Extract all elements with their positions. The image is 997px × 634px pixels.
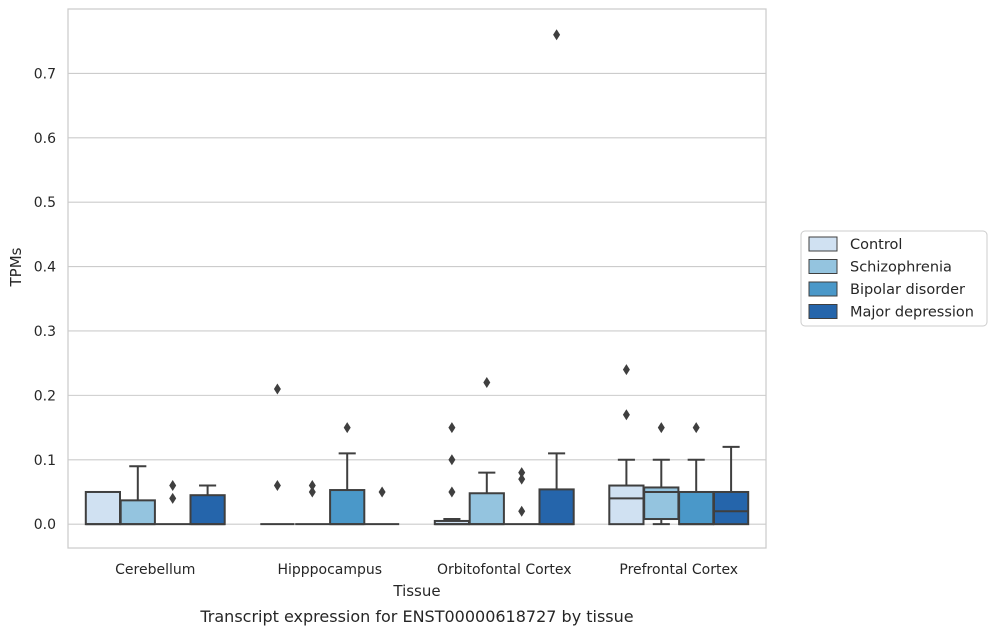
chart-caption: Transcript expression for ENST0000061872… [199, 607, 633, 626]
x-tick-label: Cerebellum [115, 562, 195, 578]
outlier-point [308, 486, 316, 498]
outlier-point [169, 480, 177, 492]
outlier-point [448, 422, 456, 434]
legend-entry: Bipolar disorder [850, 282, 965, 298]
plot-area-frame [67, 8, 767, 549]
legend-swatch [808, 281, 838, 297]
x-axis-label: Tissue [392, 582, 440, 600]
box-body [712, 490, 750, 526]
box [364, 486, 400, 526]
box [329, 422, 366, 526]
box-body [119, 499, 156, 526]
legend-swatch [808, 236, 838, 252]
y-tick-label: 0.4 [34, 260, 56, 276]
outlier-point [273, 383, 281, 395]
legend-frame [800, 230, 988, 327]
box-body [678, 490, 715, 526]
y-tick-label: 0.3 [34, 324, 56, 340]
y-tick-label: 0.7 [34, 66, 56, 82]
legend-entry: Major depression [850, 305, 974, 321]
box [119, 465, 156, 526]
box [433, 422, 471, 526]
outlier-point [518, 505, 526, 517]
outlier-point [448, 454, 456, 466]
x-tick-label: Orbitofontal Cortex [437, 562, 572, 578]
y-tick-label: 0.2 [34, 388, 56, 404]
outlier-point [622, 409, 630, 421]
legend-swatch [808, 259, 838, 274]
outlier-point [169, 492, 177, 504]
box-body [608, 484, 645, 526]
legend-entry: Schizophrenia [850, 260, 952, 276]
gridlines [68, 72, 766, 525]
box [189, 484, 226, 526]
outlier-point [692, 422, 700, 434]
box [678, 422, 715, 526]
box-body [468, 492, 505, 526]
box [538, 29, 575, 526]
box [712, 445, 750, 526]
box-series [84, 29, 750, 526]
box [155, 480, 190, 526]
y-axis-ticks: 0.0 0.1 0.2 0.3 0.4 0.5 0.6 0.7 [34, 66, 56, 533]
legend-entry: Control [850, 237, 902, 253]
box-body [538, 488, 575, 526]
series-schizophrenia [119, 377, 680, 526]
outlier-point [553, 29, 561, 41]
outlier-point [308, 480, 316, 492]
x-tick-label: Hipppocampus [277, 562, 382, 578]
outlier-point [483, 377, 491, 389]
box [260, 383, 295, 526]
outlier-point [343, 422, 351, 434]
x-tick-label: Prefrontal Cortex [619, 562, 738, 578]
box [468, 377, 505, 526]
box-body [329, 489, 366, 526]
outlier-point [273, 480, 281, 492]
x-axis-ticks: Cerebellum Hipppocampus Orbitofontal Corte… [115, 562, 738, 578]
outlier-point [378, 486, 386, 498]
legend-swatch [808, 304, 838, 319]
box [643, 422, 680, 526]
y-tick-label: 0.0 [34, 517, 56, 533]
outlier-point [448, 486, 456, 498]
box [608, 364, 645, 526]
outlier-point [518, 467, 526, 479]
y-tick-label: 0.6 [34, 131, 56, 147]
outlier-point [518, 473, 526, 485]
box [504, 467, 539, 526]
series-major-depression [189, 29, 750, 526]
y-axis-label: TPMs [7, 247, 25, 287]
y-tick-label: 0.5 [34, 195, 56, 211]
series-bipolar-disorder [155, 422, 715, 526]
outlier-point [622, 364, 630, 376]
box-body [84, 490, 122, 526]
series-control [84, 364, 645, 526]
outlier-point [657, 422, 665, 434]
box-body [189, 494, 226, 526]
y-tick-label: 0.1 [34, 453, 56, 469]
legend: Control Schizophrenia Bipolar disorder Majo… [800, 230, 988, 327]
box [295, 480, 330, 526]
box [84, 490, 122, 526]
